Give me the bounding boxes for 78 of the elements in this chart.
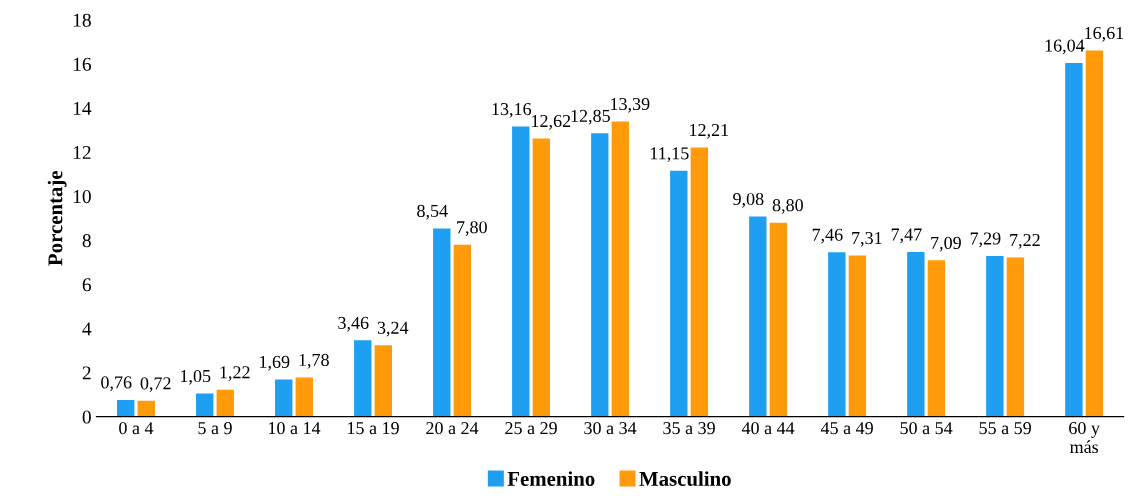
- bar: [512, 126, 530, 417]
- bar: [453, 244, 471, 417]
- bar: [216, 389, 234, 417]
- data-label: 8,80: [772, 199, 803, 214]
- bar: [275, 379, 293, 417]
- bar: [611, 121, 630, 417]
- bar: [848, 255, 867, 417]
- bar: [1006, 257, 1025, 417]
- x-tick-label: 35 a 39: [663, 422, 715, 435]
- x-tick-label: 45 a 49: [820, 422, 873, 435]
- data-label: 12,21: [690, 123, 729, 139]
- data-label: 12,62: [532, 114, 571, 130]
- y-tick-label: 2: [82, 366, 91, 380]
- bar: [591, 133, 609, 417]
- bar: [828, 252, 846, 417]
- data-label: 1,05: [181, 369, 211, 385]
- data-label: 13,39: [611, 97, 650, 113]
- bar: [690, 147, 709, 417]
- data-label: 7,47: [891, 228, 922, 244]
- legend-label: Femenino: [507, 471, 595, 486]
- x-tick-label: 15 a 19: [348, 422, 399, 435]
- x-tick-label: 25 a 29: [505, 422, 557, 435]
- data-label: 12,85: [571, 109, 610, 125]
- bar: [532, 138, 551, 417]
- x-tick-label: 0 a 4: [119, 422, 154, 435]
- bar: [1065, 63, 1083, 417]
- bar: [374, 345, 392, 417]
- y-tick-label: 18: [73, 13, 91, 27]
- data-label: 11,15: [650, 147, 689, 163]
- bar: [927, 260, 946, 417]
- bar: [137, 400, 155, 417]
- data-label: 7,29: [970, 232, 1001, 248]
- x-tick-label: 10 a 14: [269, 422, 321, 435]
- data-label: 3,24: [377, 321, 409, 337]
- data-label: 13,16: [492, 103, 532, 118]
- data-label: 7,09: [931, 236, 961, 252]
- bar: [670, 170, 688, 417]
- data-label: 9,08: [733, 192, 764, 208]
- y-tick-label: 14: [73, 101, 92, 115]
- y-axis-title: Porcentaje: [47, 170, 67, 266]
- bar: [295, 377, 313, 417]
- x-tick-label: 20 a 24: [426, 422, 479, 435]
- data-label: 1,78: [299, 353, 329, 369]
- x-tick-label: 5 a 9: [198, 422, 232, 435]
- data-label: 7,22: [1010, 233, 1040, 249]
- data-label: 3,46: [338, 316, 369, 332]
- x-tick-label: 40 a 44: [741, 422, 795, 435]
- data-label: 8,54: [417, 204, 448, 220]
- data-label: 1,69: [260, 355, 290, 371]
- data-label: 0,72: [140, 377, 171, 392]
- x-tick-label: 50 a 54: [900, 422, 953, 435]
- bar: [986, 255, 1004, 417]
- bar: [354, 340, 372, 417]
- y-tick-label: 10: [73, 190, 91, 204]
- data-label: 7,80: [457, 221, 487, 236]
- y-tick-label: 4: [82, 322, 92, 336]
- data-label: 16,61: [1085, 26, 1124, 42]
- y-tick-label: 0: [82, 410, 91, 424]
- legend-label: Masculino: [639, 471, 731, 486]
- data-label: 0,76: [101, 376, 132, 392]
- data-label: 16,04: [1045, 39, 1085, 55]
- data-label: 7,46: [812, 228, 843, 244]
- x-tick-label: 55 a 59: [979, 422, 1031, 435]
- bar: [749, 216, 767, 417]
- bar: [433, 228, 451, 417]
- data-label: 7,31: [852, 231, 882, 247]
- y-tick-label: 8: [82, 234, 91, 248]
- bar: [196, 393, 214, 417]
- x-tick-label: 60 y más: [1069, 421, 1100, 454]
- y-tick-label: 6: [82, 278, 92, 292]
- bar: [117, 399, 135, 417]
- bar: [907, 251, 925, 417]
- y-tick-label: 12: [73, 145, 91, 159]
- bar: [769, 222, 788, 417]
- y-tick-label: 16: [73, 57, 92, 71]
- data-label: 1,22: [220, 366, 250, 381]
- x-tick-label: 30 a 34: [584, 422, 637, 435]
- bar: [1085, 50, 1104, 417]
